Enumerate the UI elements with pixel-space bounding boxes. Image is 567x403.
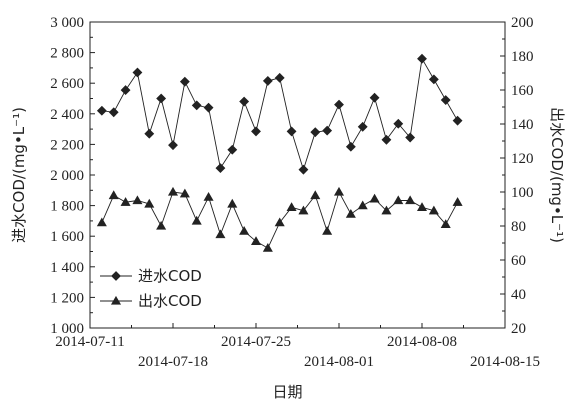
series-1-point: [156, 93, 167, 104]
series-1-point: [381, 134, 392, 145]
series-2-point: [322, 225, 333, 235]
series-2-point: [416, 202, 428, 211]
series-1-point: [440, 95, 451, 105]
series-2-point: [156, 220, 167, 230]
right-y-tick-label: 200: [511, 15, 534, 31]
left-y-axis-title: 进水COD/(mg•L⁻¹): [10, 107, 28, 243]
series-1-point: [345, 141, 356, 152]
series-2-point: [369, 193, 380, 203]
series-1-point: [132, 67, 143, 78]
series-1-point: [417, 53, 427, 64]
series-1-point: [120, 85, 131, 96]
legend-label-2: 出水COD: [138, 292, 202, 310]
series-1-point: [310, 127, 321, 138]
series-1-point: [262, 75, 273, 86]
series-1-point: [298, 164, 309, 175]
series-2-point: [452, 197, 463, 206]
series-1-point: [274, 72, 285, 83]
right-y-tick-label: 140: [511, 117, 534, 133]
right-y-tick-label: 20: [511, 321, 526, 337]
series-2-point: [167, 186, 179, 196]
series-2-point: [262, 242, 273, 252]
series-2-point: [96, 217, 107, 227]
left-y-tick-label: 2 600: [50, 76, 84, 92]
series-1-point: [168, 140, 178, 151]
series-2-point: [144, 198, 155, 208]
right-y-axis-title: 出水COD/(mg•L⁻¹): [548, 107, 566, 243]
series-1-point: [452, 115, 463, 126]
left-y-tick-label: 1 000: [50, 321, 84, 337]
series-2-point: [250, 236, 262, 245]
left-y-tick-label: 2 200: [50, 137, 84, 153]
series-2-point: [345, 208, 356, 218]
left-y-tick-label: 2 400: [50, 107, 84, 123]
series-1-point: [108, 107, 119, 118]
legend-marker-2: [110, 295, 122, 305]
series-1-point: [405, 132, 416, 143]
x-tick-label: 2014-07-25: [221, 334, 291, 350]
series-2-point: [274, 217, 285, 227]
series-1-point: [334, 99, 344, 110]
series-2-point: [215, 229, 226, 239]
series-1-point: [203, 102, 214, 113]
series-2-point: [333, 186, 345, 196]
x-tick-label: 2014-08-15: [470, 354, 540, 370]
x-tick-label: 2014-07-18: [138, 354, 208, 370]
series-1-point: [215, 163, 226, 174]
right-y-tick-label: 100: [511, 185, 534, 201]
series-1-point: [357, 121, 368, 132]
series-1-point: [251, 126, 261, 137]
left-y-tick-label: 1 400: [50, 260, 84, 276]
series-1-point: [286, 126, 297, 137]
series-1-point: [191, 100, 202, 111]
series-1-point: [393, 118, 404, 129]
x-tick-label: 2014-07-11: [55, 334, 124, 350]
series-2-point: [227, 198, 238, 208]
series-1-point: [369, 92, 380, 103]
legend-label-1: 进水COD: [138, 267, 202, 285]
series-2-point: [393, 195, 404, 205]
series-1-point: [428, 74, 439, 85]
left-y-tick-label: 1 600: [50, 229, 84, 245]
right-y-tick-label: 120: [511, 151, 534, 167]
left-y-tick-label: 3 000: [50, 15, 84, 31]
series-1-point: [96, 105, 107, 116]
x-tick-label: 2014-08-08: [387, 334, 457, 350]
series-2-point: [179, 188, 190, 198]
legend-marker-1: [111, 271, 121, 281]
right-y-tick-label: 180: [511, 49, 534, 65]
series-2-point: [405, 195, 416, 205]
left-y-tick-label: 2 000: [50, 168, 84, 184]
series-1-point: [227, 144, 238, 155]
right-y-tick-label: 160: [511, 83, 534, 99]
series-2-point: [120, 197, 131, 206]
series-2-point: [239, 225, 250, 235]
right-y-tick-label: 60: [511, 253, 526, 269]
x-axis-title: 日期: [272, 383, 302, 401]
series-1-point: [239, 96, 250, 107]
series-2-point: [428, 205, 439, 215]
series-2-point: [286, 202, 297, 211]
left-y-tick-label: 1 800: [50, 199, 84, 215]
series-2-point: [357, 200, 368, 210]
right-y-tick-label: 40: [511, 287, 526, 303]
series-2-point: [203, 191, 214, 201]
series-2-point: [310, 190, 321, 200]
series-1-point: [322, 125, 333, 136]
right-y-tick-label: 80: [511, 219, 526, 235]
series-2-point: [132, 195, 143, 205]
series-2-point: [298, 205, 309, 215]
series-2-point: [191, 215, 202, 225]
series-1-point: [144, 128, 155, 139]
series-2-point: [381, 205, 392, 215]
left-y-tick-label: 2 800: [50, 46, 84, 62]
series-1-point: [179, 76, 190, 87]
series-2-point: [440, 219, 451, 228]
series-2-point: [108, 190, 119, 200]
left-y-tick-label: 1 200: [50, 290, 84, 306]
x-tick-label: 2014-08-01: [304, 354, 374, 370]
